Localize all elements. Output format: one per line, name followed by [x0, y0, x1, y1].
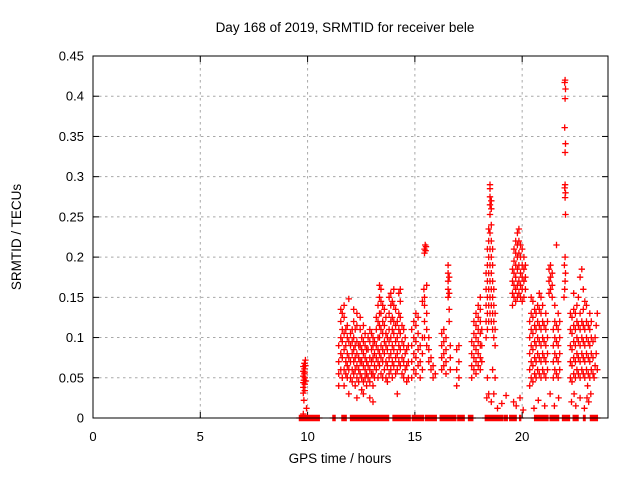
- y-tick-label: 0.35: [59, 129, 84, 144]
- x-tick-label: 0: [89, 429, 96, 444]
- data-points: [300, 76, 601, 418]
- y-tick-label: 0.1: [66, 330, 84, 345]
- y-tick-label: 0.05: [59, 370, 84, 385]
- x-tick-label: 5: [197, 429, 204, 444]
- y-tick-label: 0.3: [66, 169, 84, 184]
- x-tick-label: 20: [515, 429, 529, 444]
- y-tick-label: 0.15: [59, 290, 84, 305]
- chart-title: Day 168 of 2019, SRMTID for receiver bel…: [216, 20, 475, 35]
- x-tick-label: 15: [408, 429, 422, 444]
- y-tick-label: 0.25: [59, 209, 84, 224]
- tick-labels: 0 5 10 15 20 0 0.05 0.1 0.15 0.2 0.25 0.3 0.35 0.4 0.4…: [59, 49, 530, 445]
- x-tick-label: 10: [300, 429, 314, 444]
- y-tick-label: 0.4: [66, 89, 84, 104]
- y-tick-label: 0.45: [59, 49, 84, 64]
- gridlines: [93, 56, 608, 418]
- y-tick-label: 0.2: [66, 250, 84, 265]
- plot-border: [92, 55, 609, 419]
- y-tick-label: 0: [77, 411, 84, 426]
- y-axis-label: SRMTID / TECUs: [9, 184, 24, 291]
- x-axis-label: GPS time / hours: [289, 451, 392, 466]
